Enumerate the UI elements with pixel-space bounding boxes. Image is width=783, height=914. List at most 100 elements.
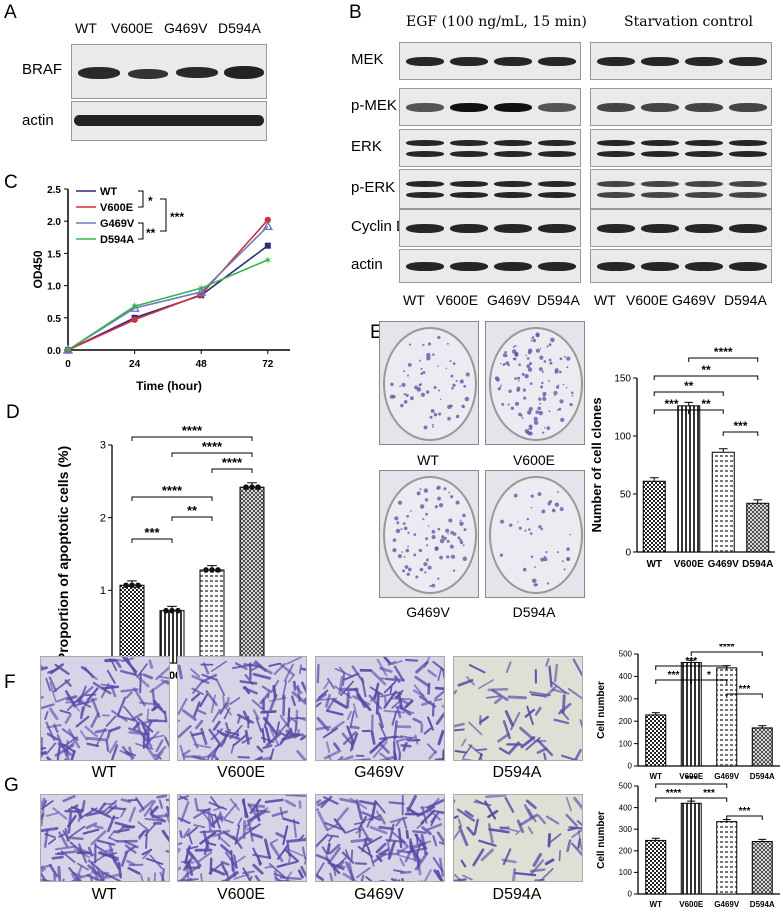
colony <box>542 396 547 402</box>
colony <box>521 417 524 420</box>
stained-cell <box>41 747 47 750</box>
stained-cell <box>395 689 404 699</box>
x-axis-label: Time (hour) <box>136 379 202 393</box>
stained-cell <box>232 734 248 747</box>
colony <box>546 582 550 585</box>
band <box>494 261 532 271</box>
y-tick-label: 2.5 <box>47 185 61 196</box>
stained-cell <box>113 828 130 834</box>
stained-cell <box>285 795 306 798</box>
stained-cell <box>248 803 266 808</box>
stained-cell <box>369 825 388 835</box>
colony <box>419 567 424 572</box>
bar <box>119 584 145 664</box>
stained-cell <box>344 849 350 859</box>
colony <box>533 583 537 587</box>
data-point <box>264 242 271 249</box>
stained-cell <box>49 682 57 703</box>
stained-cell <box>547 833 551 848</box>
stained-cell <box>566 839 572 853</box>
colony <box>403 399 408 404</box>
stained-cell <box>190 668 200 678</box>
colony <box>503 363 506 366</box>
stained-cell <box>412 717 423 724</box>
sig-bracket <box>653 375 759 380</box>
colony <box>530 555 534 559</box>
stained-cell <box>478 839 497 847</box>
stained-cell <box>63 748 70 760</box>
blot-row-label-p-erk: p-ERK <box>351 179 396 196</box>
stained-cell <box>161 829 169 843</box>
stained-cell <box>427 716 434 731</box>
stained-cell <box>337 756 344 760</box>
stain-texture <box>316 795 444 881</box>
stained-cell <box>76 686 94 702</box>
stained-cell <box>325 741 331 754</box>
stained-cell <box>397 854 416 861</box>
stained-cell <box>186 826 198 837</box>
stained-cell <box>390 816 408 824</box>
dish-label-wt: WT <box>417 452 439 468</box>
x-tick-label: D594A <box>742 559 773 570</box>
colony <box>538 410 544 416</box>
band <box>641 223 679 233</box>
stained-cell <box>87 859 104 874</box>
migration-image-g469v <box>315 656 445 761</box>
stained-cell <box>326 700 334 712</box>
stained-cell <box>519 813 539 827</box>
stained-cell <box>375 801 386 814</box>
stained-cell <box>137 717 154 733</box>
stained-cell <box>225 722 230 731</box>
sig-label: *** <box>739 684 751 695</box>
band <box>641 192 679 198</box>
stained-cell <box>378 825 395 831</box>
colony <box>390 382 394 387</box>
blot-strip-mek <box>590 42 772 80</box>
colony <box>414 385 419 390</box>
sig-label: ** <box>701 363 711 377</box>
stained-cell <box>110 744 119 760</box>
stained-cell <box>523 804 533 820</box>
culture-dish <box>489 476 583 594</box>
blot-strip-p-mek <box>399 88 581 126</box>
stained-cell <box>47 838 56 845</box>
dish-texture <box>489 327 583 441</box>
stained-cell <box>252 709 260 720</box>
stained-cell <box>342 731 357 745</box>
stained-cell <box>400 744 412 748</box>
stained-cell <box>579 719 582 730</box>
colony <box>422 370 426 374</box>
stained-cell <box>222 830 236 840</box>
colony <box>450 404 453 408</box>
y-tick-label: 500 <box>619 782 633 791</box>
stained-cell <box>120 798 132 804</box>
stained-cell <box>316 663 320 684</box>
stained-cell <box>396 849 411 854</box>
stained-cell <box>571 842 582 857</box>
stained-cell <box>350 725 360 730</box>
sig-bracket <box>653 391 724 396</box>
colony <box>527 367 533 372</box>
stained-cell <box>75 715 90 728</box>
stained-cell <box>510 711 521 731</box>
stained-cell <box>329 843 341 855</box>
stained-cell <box>352 695 371 706</box>
stained-cell <box>199 693 209 708</box>
stained-cell <box>64 713 72 724</box>
colony <box>405 548 410 553</box>
stained-cell <box>85 736 109 742</box>
sig-bracket <box>726 815 763 820</box>
band <box>641 181 679 187</box>
colony <box>499 553 504 557</box>
stained-cell <box>441 668 444 680</box>
stained-cell <box>68 836 84 841</box>
y-tick-label: 500 <box>619 650 633 659</box>
stained-cell <box>191 674 210 685</box>
stained-cell <box>85 697 98 704</box>
sig-bracket <box>655 783 728 788</box>
x-tick-label: 72 <box>262 359 274 370</box>
colony <box>438 503 444 508</box>
stained-cell <box>378 852 400 856</box>
colony <box>514 352 519 357</box>
colony <box>534 566 536 568</box>
